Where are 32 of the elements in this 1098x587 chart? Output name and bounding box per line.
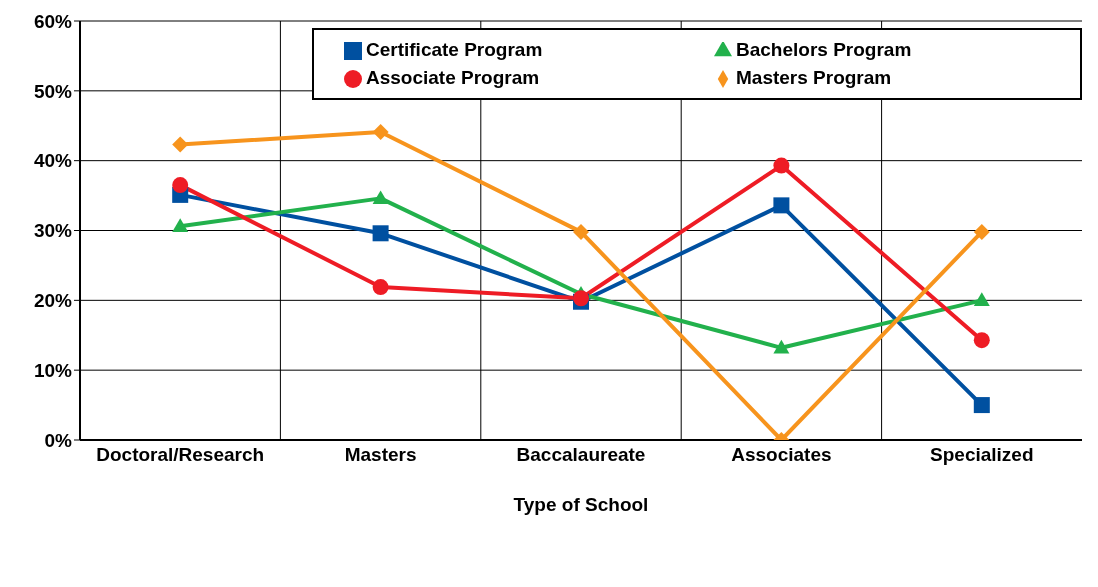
point	[372, 279, 389, 296]
y-tick-label: 20%	[33, 290, 73, 312]
point	[573, 223, 589, 240]
point	[172, 218, 189, 232]
x-tick-label: Masters	[344, 444, 417, 466]
legend-label: Associate Program	[366, 67, 540, 88]
x-tick-label: Doctoral/Research	[96, 444, 265, 466]
point	[973, 292, 990, 306]
point	[973, 397, 990, 414]
x-tick-label: Associates	[731, 444, 832, 466]
point	[372, 225, 389, 242]
point	[372, 190, 389, 204]
x-tick-label: Baccalaureate	[516, 444, 646, 466]
point	[773, 157, 790, 174]
x-axis-title: Type of School	[513, 494, 649, 515]
x-tick-label: Specialized	[930, 444, 1034, 466]
point	[172, 136, 189, 153]
point	[973, 223, 990, 240]
y-tick-label: 50%	[33, 80, 73, 102]
y-tick-label: 40%	[33, 150, 73, 172]
point	[973, 332, 990, 349]
y-tick-label: 10%	[33, 359, 73, 381]
legend-label: Certificate Program	[366, 39, 543, 60]
point	[172, 177, 189, 194]
point	[773, 197, 790, 214]
y-tick-label: 60%	[33, 10, 73, 32]
legend-label: Bachelors Program	[736, 39, 912, 60]
point	[372, 124, 389, 141]
point	[773, 339, 790, 354]
legend-label: Masters Program	[736, 67, 892, 88]
y-tick-label: 30%	[33, 220, 73, 242]
y-tick-label: 0%	[44, 429, 73, 451]
